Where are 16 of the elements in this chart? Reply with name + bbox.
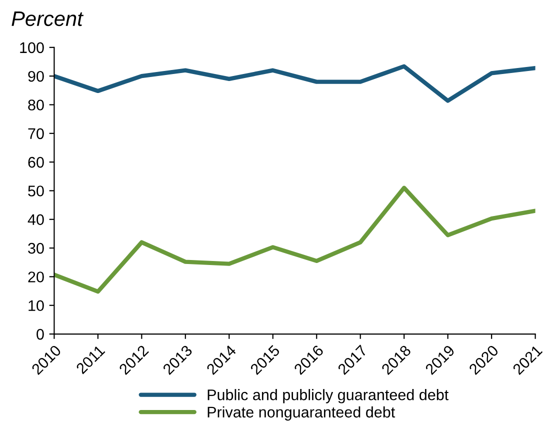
chart-title: Percent <box>12 12 84 26</box>
y-tick-label: 80 <box>28 100 44 110</box>
line-series <box>54 186 536 294</box>
y-tick-label: 90 <box>28 70 44 82</box>
legend-label: Public and publicly guaranteed debt <box>208 389 449 404</box>
y-tick-label: 0 <box>36 328 44 340</box>
y-tick-label: 100 <box>20 42 44 54</box>
y-tick-label: 20 <box>28 272 44 282</box>
y-tick-label: 50 <box>28 186 44 196</box>
line-series <box>54 64 536 103</box>
y-tick-label: 60 <box>28 156 44 168</box>
y-tick-label: 40 <box>28 214 44 226</box>
y-tick-label: 30 <box>28 242 44 254</box>
y-tick-label: 70 <box>28 128 44 140</box>
y-tick-label: 10 <box>28 300 44 312</box>
legend-label: Private nonguaranteed debt <box>208 406 396 421</box>
